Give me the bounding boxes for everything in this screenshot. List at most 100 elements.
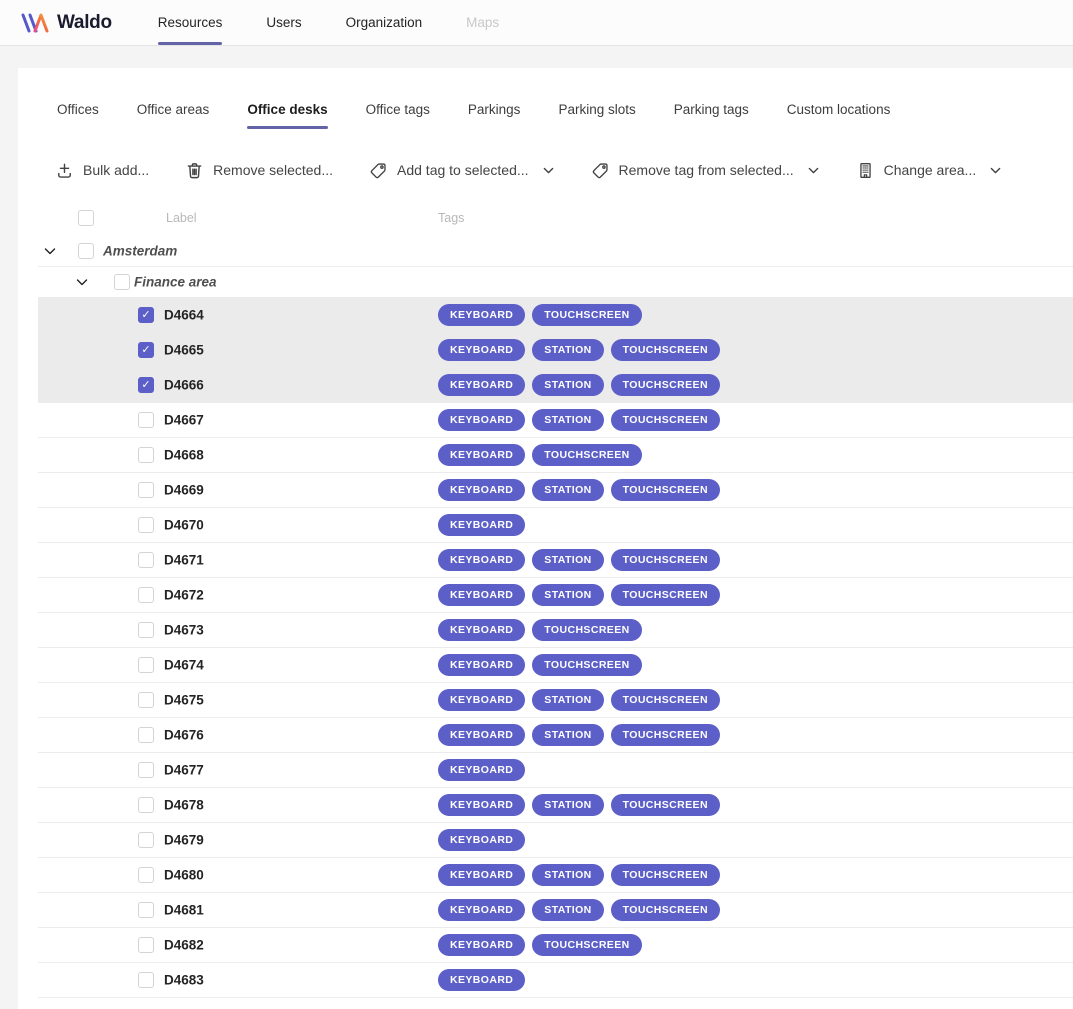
desk-label: D4673	[164, 622, 204, 638]
tag-list: KEYBOARD STATION TOUCHSCREEN	[438, 689, 720, 711]
tag-pill: TOUCHSCREEN	[532, 444, 642, 466]
tag-list: KEYBOARD STATION TOUCHSCREEN	[438, 479, 720, 501]
tag-pill: TOUCHSCREEN	[610, 409, 720, 431]
row-checkbox[interactable]	[138, 657, 154, 673]
tag-list: KEYBOARD TOUCHSCREEN	[438, 444, 642, 466]
column-header-label: Label	[166, 211, 197, 225]
row-checkbox[interactable]	[138, 762, 154, 778]
row-checkbox[interactable]	[138, 552, 154, 568]
tag-pill: STATION	[532, 409, 604, 431]
building-icon	[859, 162, 871, 178]
row-checkbox[interactable]	[138, 622, 154, 638]
group-checkbox[interactable]	[78, 242, 94, 259]
desk-label: D4683	[164, 972, 204, 988]
row-checkbox[interactable]	[138, 867, 154, 883]
tag-pill: TOUCHSCREEN	[610, 689, 720, 711]
desk-label: D4677	[164, 762, 204, 778]
add-tag-to-selected-button[interactable]: Add tag to selected...	[369, 161, 555, 180]
desk-label: D4679	[164, 832, 204, 848]
app-logo[interactable]: Waldo	[20, 0, 112, 45]
nav-item-maps[interactable]: Maps	[466, 15, 500, 30]
tag-pill: KEYBOARD	[438, 479, 526, 501]
table-row: D4669 KEYBOARD STATION TOUCHSCREEN	[38, 473, 1073, 508]
table-row: D4664 KEYBOARD TOUCHSCREEN	[38, 298, 1073, 333]
brand-name: Waldo	[57, 11, 112, 33]
tag-pill: KEYBOARD	[438, 444, 526, 466]
row-checkbox[interactable]	[138, 587, 154, 603]
row-checkbox[interactable]	[138, 692, 154, 708]
change-area-button[interactable]: Change area...	[856, 161, 1003, 180]
row-checkbox[interactable]	[138, 517, 154, 533]
table-row: D4677 KEYBOARD	[38, 753, 1073, 788]
row-checkbox[interactable]	[138, 307, 154, 323]
nav-item-resources[interactable]: Resources	[157, 0, 222, 45]
desk-label: D4681	[164, 902, 204, 918]
remove-tag-from-selected-button[interactable]: Remove tag from selected...	[591, 161, 820, 180]
row-checkbox[interactable]	[138, 342, 154, 358]
group-label: Amsterdam	[103, 243, 178, 258]
row-checkbox[interactable]	[138, 447, 154, 463]
tag-pill: TOUCHSCREEN	[610, 899, 720, 921]
tab-office-areas[interactable]: Office areas	[136, 102, 210, 117]
tag-list: KEYBOARD TOUCHSCREEN	[438, 619, 642, 641]
tag-list: KEYBOARD STATION TOUCHSCREEN	[438, 374, 720, 396]
tag-list: KEYBOARD STATION TOUCHSCREEN	[438, 724, 720, 746]
bulk-add-button[interactable]: Bulk add...	[55, 161, 149, 180]
desk-label: D4672	[164, 587, 204, 603]
tab-office-tags[interactable]: Office tags	[365, 102, 430, 117]
tab-parking-tags[interactable]: Parking tags	[673, 102, 749, 117]
table-row: D4676 KEYBOARD STATION TOUCHSCREEN	[38, 718, 1073, 753]
row-checkbox[interactable]	[138, 832, 154, 848]
tag-pill: KEYBOARD	[438, 654, 526, 676]
row-checkbox[interactable]	[138, 797, 154, 813]
table-row: D4678 KEYBOARD STATION TOUCHSCREEN	[38, 788, 1073, 823]
tab-custom-locations[interactable]: Custom locations	[786, 102, 891, 117]
tab-parking-slots[interactable]: Parking slots	[558, 102, 636, 117]
tag-pill: KEYBOARD	[438, 689, 526, 711]
trash-icon	[187, 162, 202, 178]
tag-list: KEYBOARD	[438, 829, 526, 851]
row-checkbox[interactable]	[138, 902, 154, 918]
tag-pill: STATION	[532, 549, 604, 571]
tag-pill: TOUCHSCREEN	[532, 619, 642, 641]
tag-pill: KEYBOARD	[438, 409, 526, 431]
collapse-chevron-icon[interactable]	[42, 243, 58, 259]
table-row: D4682 KEYBOARD TOUCHSCREEN	[38, 928, 1073, 963]
tag-pill: TOUCHSCREEN	[610, 864, 720, 886]
group-label: Finance area	[134, 274, 217, 290]
tab-parkings[interactable]: Parkings	[467, 102, 521, 117]
row-checkbox[interactable]	[138, 972, 154, 988]
tag-pill: STATION	[532, 479, 604, 501]
row-checkbox[interactable]	[138, 937, 154, 953]
tag-pill: KEYBOARD	[438, 304, 526, 326]
remove-selected-button[interactable]: Remove selected...	[185, 161, 333, 180]
group-checkbox[interactable]	[114, 274, 130, 290]
row-checkbox[interactable]	[138, 482, 154, 498]
tag-pill: KEYBOARD	[438, 549, 526, 571]
row-checkbox[interactable]	[138, 727, 154, 743]
tab-offices[interactable]: Offices	[57, 102, 99, 117]
tag-pill: KEYBOARD	[438, 864, 526, 886]
tag-list: KEYBOARD STATION TOUCHSCREEN	[438, 339, 720, 361]
tag-list: KEYBOARD STATION TOUCHSCREEN	[438, 409, 720, 431]
table-row: D4670 KEYBOARD	[38, 508, 1073, 543]
bulk-add-icon	[58, 163, 71, 178]
desk-label: D4669	[164, 482, 204, 498]
tab-bar: Offices Office areas Office desks Office…	[18, 98, 1073, 129]
select-all-checkbox[interactable]	[78, 210, 94, 226]
tag-icon	[592, 162, 608, 178]
row-checkbox[interactable]	[138, 377, 154, 393]
row-checkbox[interactable]	[138, 412, 154, 428]
desk-label: D4675	[164, 692, 204, 708]
tag-pill: TOUCHSCREEN	[610, 479, 720, 501]
tag-list: KEYBOARD STATION TOUCHSCREEN	[438, 794, 720, 816]
tab-office-desks[interactable]: Office desks	[247, 98, 328, 129]
table-row: D4683 KEYBOARD	[38, 963, 1073, 998]
table-row: D4667 KEYBOARD STATION TOUCHSCREEN	[38, 403, 1073, 438]
collapse-chevron-icon[interactable]	[74, 274, 90, 290]
nav-item-users[interactable]: Users	[266, 15, 302, 30]
table-row: D4665 KEYBOARD STATION TOUCHSCREEN	[38, 333, 1073, 368]
nav-item-organization[interactable]: Organization	[345, 15, 423, 30]
tag-pill: KEYBOARD	[438, 794, 526, 816]
change-area-label: Change area...	[883, 162, 977, 178]
